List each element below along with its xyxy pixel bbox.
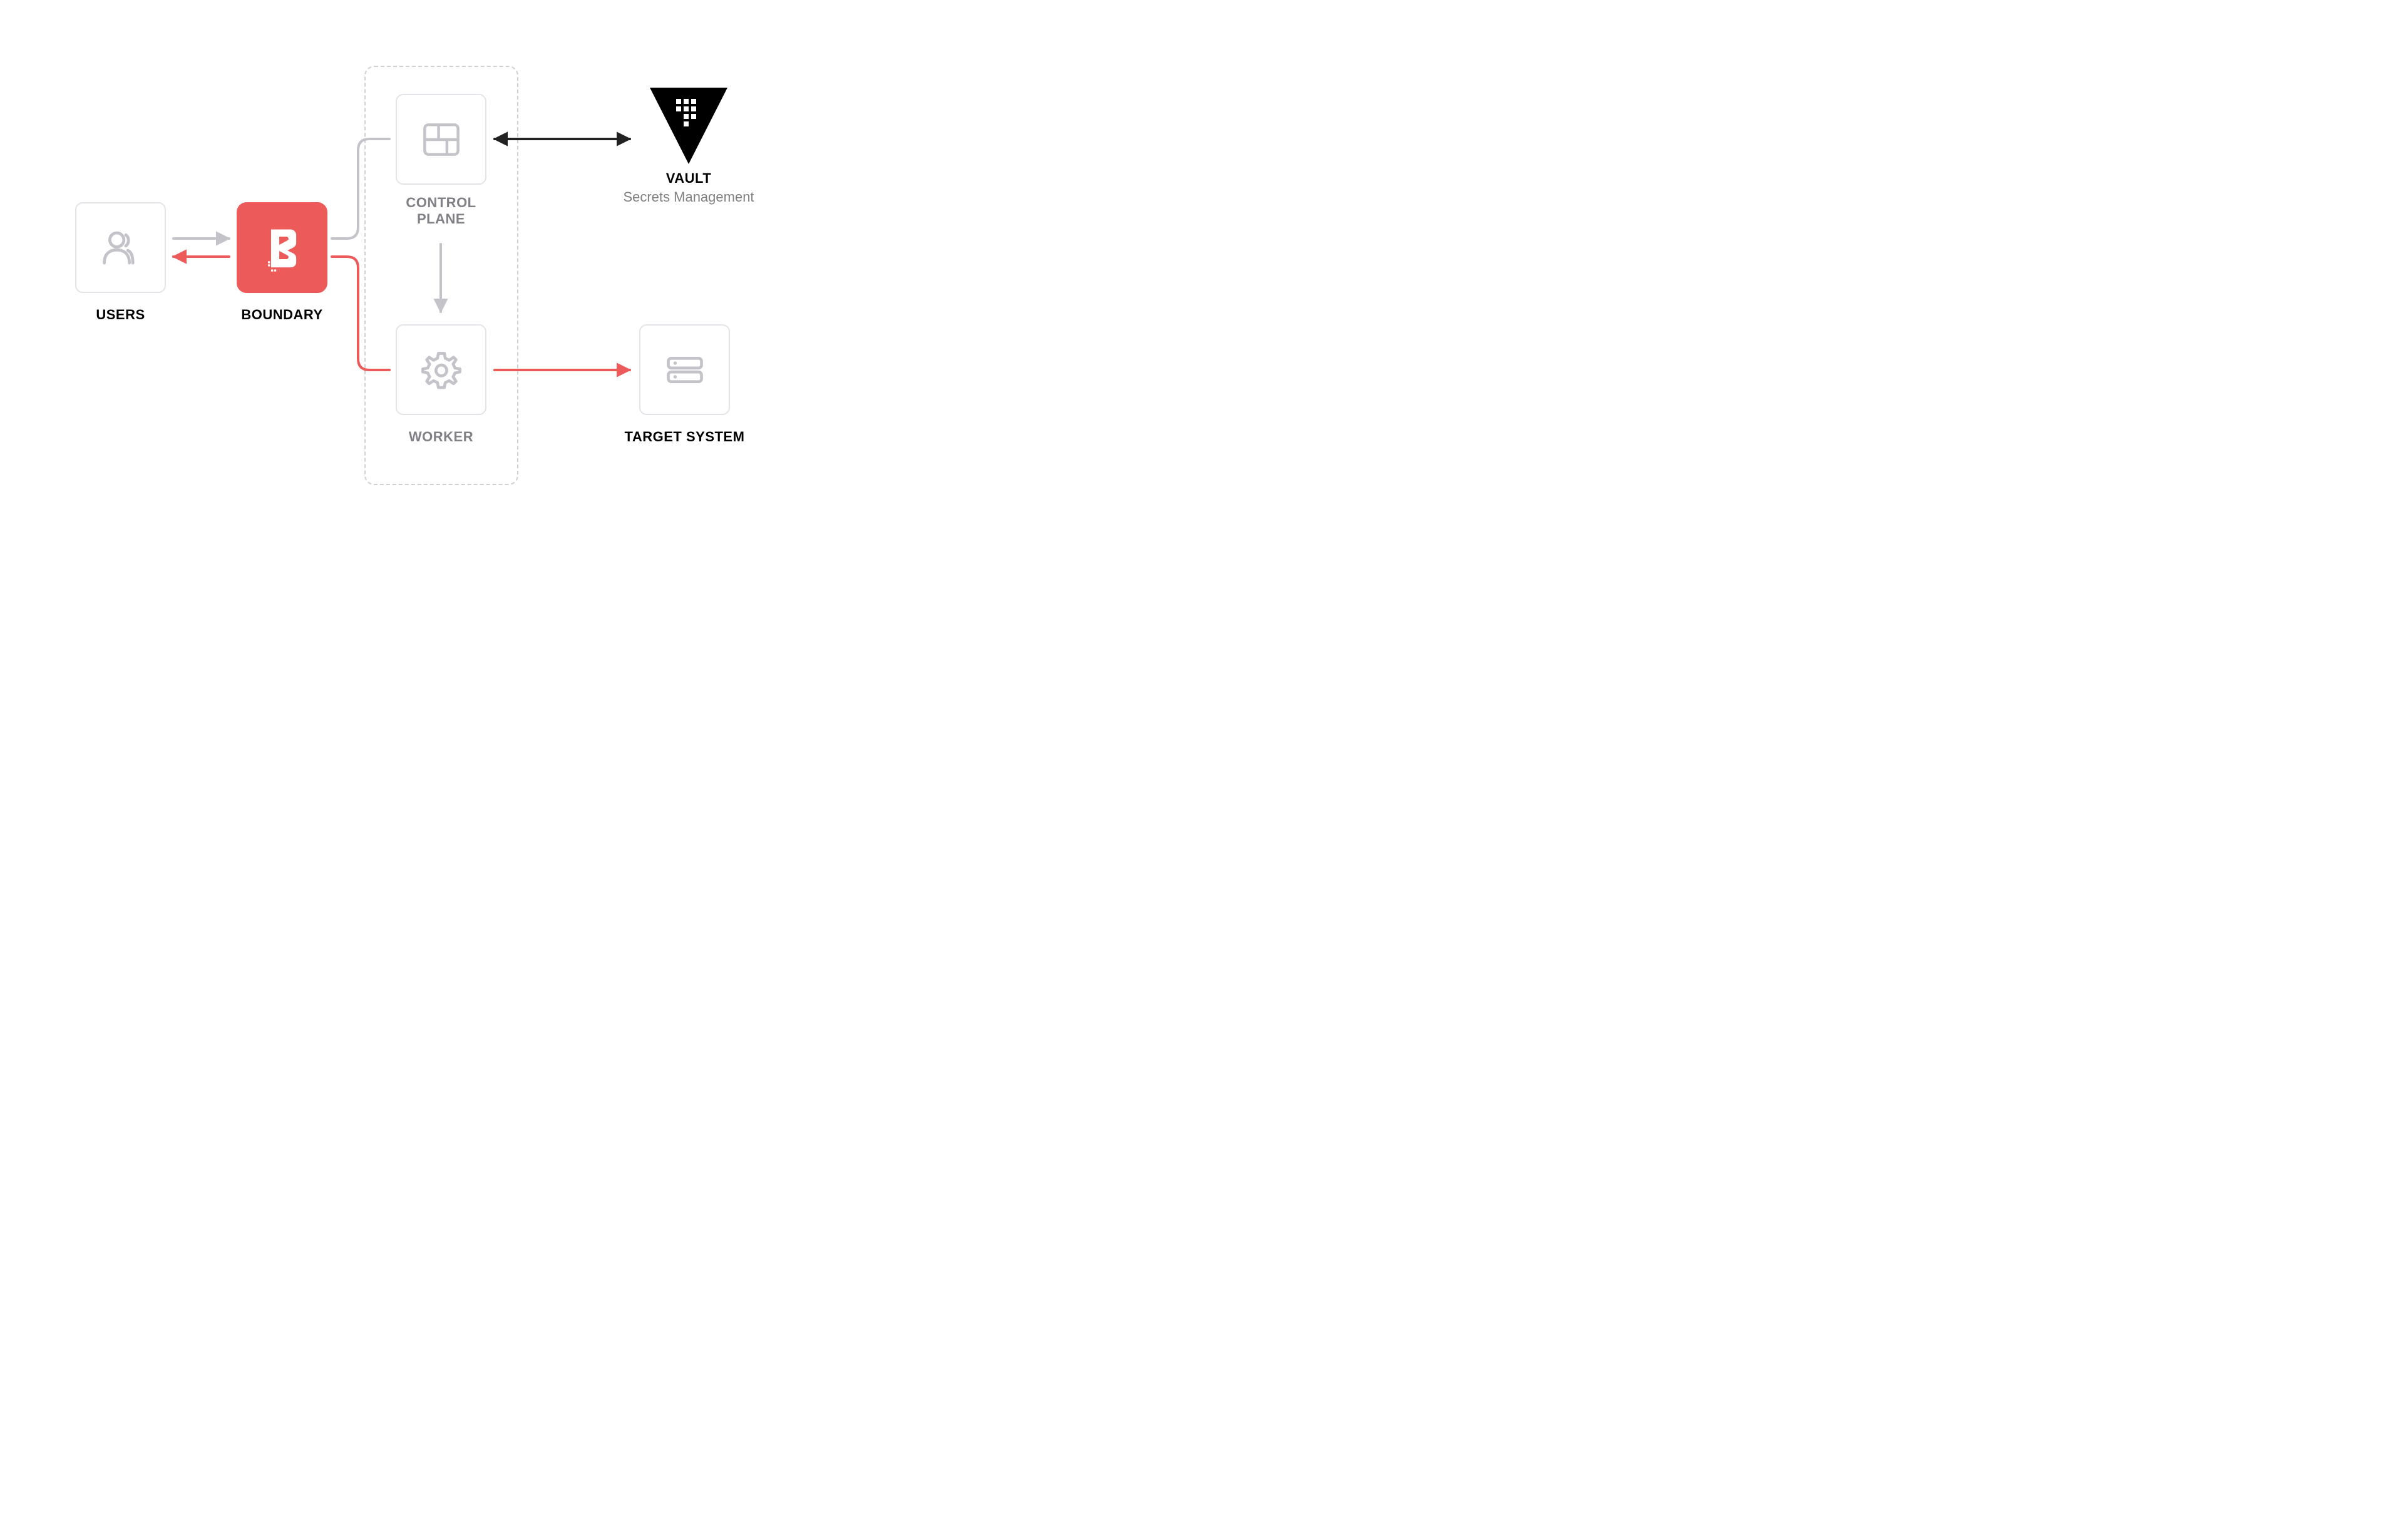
node-target-system: [639, 324, 730, 415]
sublabel-vault: Secrets Management: [595, 189, 783, 205]
label-target-system: TARGET SYSTEM: [591, 429, 779, 445]
node-control-plane: [396, 94, 486, 185]
label-worker: WORKER: [347, 429, 535, 445]
boundary-icon: [257, 222, 308, 274]
node-users: [75, 202, 166, 293]
brick-icon: [418, 116, 465, 163]
users-icon: [96, 223, 146, 273]
vault-icon: [645, 81, 732, 169]
label-vault: VAULT: [595, 170, 783, 187]
node-vault: [645, 81, 732, 172]
gear-icon: [417, 346, 466, 394]
node-boundary: [237, 202, 327, 293]
label-users: USERS: [27, 307, 215, 323]
architecture-diagram: USERS BOUNDARY CONTROL PLANE: [0, 0, 864, 554]
node-worker: [396, 324, 486, 415]
label-boundary: BOUNDARY: [188, 307, 376, 323]
server-icon: [660, 346, 709, 394]
label-control-plane: CONTROL PLANE: [347, 195, 535, 227]
